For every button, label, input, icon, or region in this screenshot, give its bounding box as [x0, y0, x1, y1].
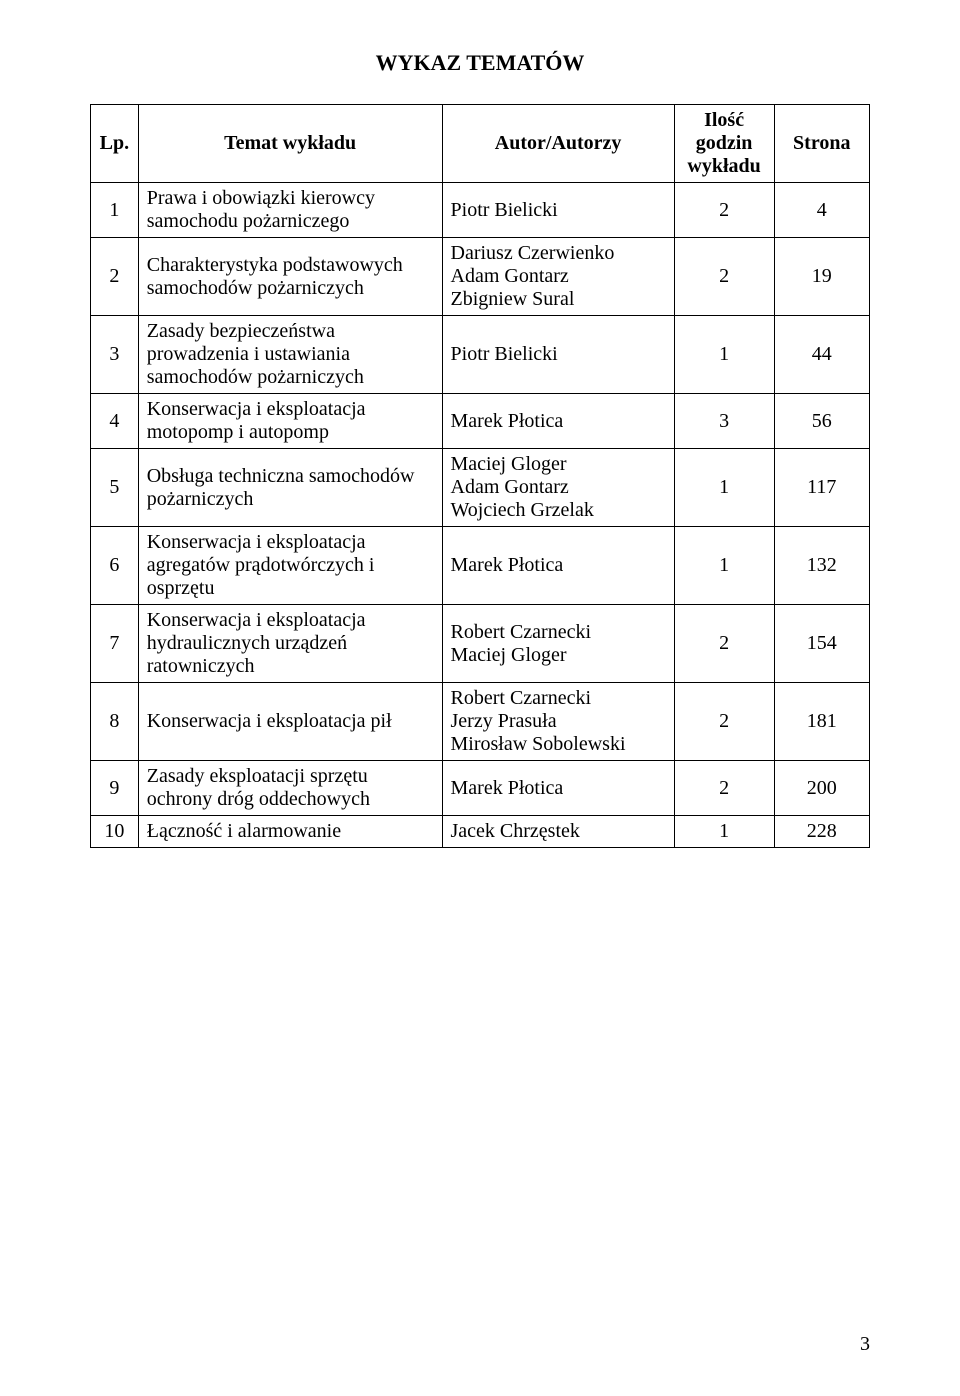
cell-autor: Piotr Bielicki [442, 316, 674, 394]
col-strona: Strona [774, 105, 870, 183]
cell-strona: 181 [774, 683, 870, 761]
page-title: WYKAZ TEMATÓW [90, 50, 870, 76]
cell-lp: 1 [91, 183, 139, 238]
cell-temat: Łączność i alarmowanie [138, 816, 442, 848]
topics-table: Lp. Temat wykładu Autor/Autorzy Ilość go… [90, 104, 870, 848]
cell-ilosc: 1 [674, 816, 774, 848]
cell-autor: Maciej GlogerAdam GontarzWojciech Grzela… [442, 449, 674, 527]
cell-autor: Marek Płotica [442, 527, 674, 605]
col-autor: Autor/Autorzy [442, 105, 674, 183]
cell-temat: Konserwacja i eksploatacja agregatów prą… [138, 527, 442, 605]
cell-ilosc: 1 [674, 449, 774, 527]
cell-strona: 117 [774, 449, 870, 527]
cell-lp: 7 [91, 605, 139, 683]
cell-temat: Zasady eksploatacji sprzętu ochrony dróg… [138, 761, 442, 816]
cell-ilosc: 2 [674, 761, 774, 816]
cell-autor: Marek Płotica [442, 761, 674, 816]
cell-temat: Konserwacja i eksploatacja motopomp i au… [138, 394, 442, 449]
table-row: 7 Konserwacja i eksploatacja hydrauliczn… [91, 605, 870, 683]
cell-temat: Konserwacja i eksploatacja pił [138, 683, 442, 761]
cell-autor: Jacek Chrzęstek [442, 816, 674, 848]
col-temat: Temat wykładu [138, 105, 442, 183]
cell-lp: 10 [91, 816, 139, 848]
cell-temat: Prawa i obowiązki kierowcy samochodu poż… [138, 183, 442, 238]
table-row: 6 Konserwacja i eksploatacja agregatów p… [91, 527, 870, 605]
col-lp: Lp. [91, 105, 139, 183]
table-row: 4 Konserwacja i eksploatacja motopomp i … [91, 394, 870, 449]
cell-strona: 132 [774, 527, 870, 605]
cell-strona: 154 [774, 605, 870, 683]
cell-lp: 4 [91, 394, 139, 449]
cell-ilosc: 3 [674, 394, 774, 449]
cell-lp: 2 [91, 238, 139, 316]
cell-autor: Piotr Bielicki [442, 183, 674, 238]
cell-strona: 56 [774, 394, 870, 449]
cell-lp: 3 [91, 316, 139, 394]
cell-strona: 19 [774, 238, 870, 316]
table-row: 10 Łączność i alarmowanie Jacek Chrzęste… [91, 816, 870, 848]
cell-ilosc: 2 [674, 238, 774, 316]
cell-ilosc: 2 [674, 683, 774, 761]
cell-strona: 4 [774, 183, 870, 238]
table-row: 3 Zasady bezpieczeństwa prowadzenia i us… [91, 316, 870, 394]
document-page: WYKAZ TEMATÓW Lp. Temat wykładu Autor/Au… [0, 0, 960, 848]
cell-autor: Robert CzarneckiJerzy PrasułaMirosław So… [442, 683, 674, 761]
cell-temat: Zasady bezpieczeństwa prowadzenia i usta… [138, 316, 442, 394]
cell-temat: Obsługa techniczna samochodów pożarniczy… [138, 449, 442, 527]
table-row: 5 Obsługa techniczna samochodów pożarnic… [91, 449, 870, 527]
cell-ilosc: 1 [674, 316, 774, 394]
cell-temat: Charakterystyka podstawowych samochodów … [138, 238, 442, 316]
table-row: 2 Charakterystyka podstawowych samochodó… [91, 238, 870, 316]
cell-autor: Dariusz CzerwienkoAdam GontarzZbigniew S… [442, 238, 674, 316]
cell-lp: 9 [91, 761, 139, 816]
cell-strona: 200 [774, 761, 870, 816]
cell-temat: Konserwacja i eksploatacja hydraulicznyc… [138, 605, 442, 683]
table-row: 1 Prawa i obowiązki kierowcy samochodu p… [91, 183, 870, 238]
table-row: 9 Zasady eksploatacji sprzętu ochrony dr… [91, 761, 870, 816]
cell-strona: 228 [774, 816, 870, 848]
table-row: 8 Konserwacja i eksploatacja pił Robert … [91, 683, 870, 761]
col-ilosc: Ilość godzin wykładu [674, 105, 774, 183]
cell-autor: Robert CzarneckiMaciej Gloger [442, 605, 674, 683]
cell-ilosc: 2 [674, 605, 774, 683]
cell-lp: 5 [91, 449, 139, 527]
cell-lp: 8 [91, 683, 139, 761]
cell-lp: 6 [91, 527, 139, 605]
table-header-row: Lp. Temat wykładu Autor/Autorzy Ilość go… [91, 105, 870, 183]
cell-ilosc: 1 [674, 527, 774, 605]
cell-ilosc: 2 [674, 183, 774, 238]
cell-autor: Marek Płotica [442, 394, 674, 449]
page-number: 3 [860, 1333, 870, 1356]
cell-strona: 44 [774, 316, 870, 394]
